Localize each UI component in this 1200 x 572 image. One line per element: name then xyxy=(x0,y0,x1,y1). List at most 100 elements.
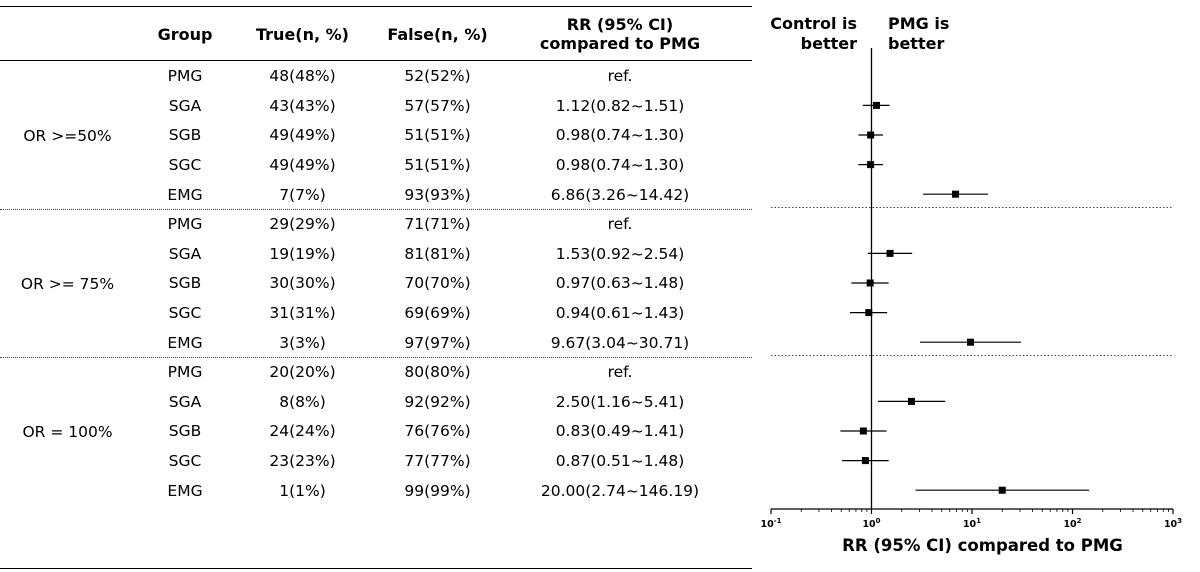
cell-true: 30(30%) xyxy=(269,274,336,293)
control-better-line2: better xyxy=(800,34,857,53)
cell-group: EMG xyxy=(167,333,203,352)
block-separator xyxy=(0,208,752,210)
header-true: True(n, %) xyxy=(256,24,349,44)
cell-rr: 0.94(0.61~1.43) xyxy=(555,304,685,323)
cell-false: 51(51%) xyxy=(404,126,471,145)
cell-false: 70(70%) xyxy=(404,274,471,293)
block-label: OR >= 75% xyxy=(20,274,115,293)
cell-group: PMG xyxy=(167,215,203,234)
x-tick-label: 100 xyxy=(862,517,880,530)
point-estimate xyxy=(952,190,960,198)
cell-rr: 2.50(1.16~5.41) xyxy=(555,392,685,411)
header-rr-line2: compared to PMG xyxy=(539,34,701,53)
cell-false: 80(80%) xyxy=(404,363,471,382)
cell-rr: ref. xyxy=(607,67,633,86)
cell-rr: 0.87(0.51~1.48) xyxy=(555,452,685,471)
cell-true: 24(24%) xyxy=(269,422,336,441)
block-label: OR = 100% xyxy=(22,422,113,441)
cell-group: PMG xyxy=(167,67,203,86)
cell-true: 49(49%) xyxy=(269,126,336,145)
table-bottom-rule xyxy=(0,568,752,569)
cell-true: 49(49%) xyxy=(269,156,336,175)
control-better-line1: Control is xyxy=(770,14,857,33)
cell-rr: 0.83(0.49~1.41) xyxy=(555,422,685,441)
point-estimate xyxy=(865,309,873,317)
cell-rr: 1.12(0.82~1.51) xyxy=(555,96,685,115)
point-estimate xyxy=(861,457,869,465)
cell-group: SGB xyxy=(168,422,202,441)
point-estimate xyxy=(886,249,894,257)
cell-false: 92(92%) xyxy=(404,392,471,411)
cell-rr: 0.97(0.63~1.48) xyxy=(555,274,685,293)
cell-false: 76(76%) xyxy=(404,422,471,441)
x-tick-label: 101 xyxy=(963,517,981,530)
point-estimate xyxy=(967,338,975,346)
pmg-better-line2: better xyxy=(888,34,945,53)
point-estimate xyxy=(867,131,875,139)
block-separator xyxy=(0,356,752,358)
header-bottom-rule xyxy=(0,60,752,61)
cell-true: 29(29%) xyxy=(269,215,336,234)
cell-true: 3(3%) xyxy=(279,333,326,352)
x-tick-label: 10-1 xyxy=(760,517,781,530)
table-top-rule xyxy=(0,6,752,7)
cell-rr: 9.67(3.04~30.71) xyxy=(550,333,690,352)
header-false: False(n, %) xyxy=(387,24,488,44)
cell-group: SGB xyxy=(168,126,202,145)
pmg-better-line1: PMG is xyxy=(888,14,950,33)
cell-group: SGB xyxy=(168,274,202,293)
results-table: Group True(n, %) False(n, %) RR (95% CI)… xyxy=(0,6,752,569)
cell-rr: 1.53(0.92~2.54) xyxy=(555,244,685,263)
cell-true: 43(43%) xyxy=(269,96,336,115)
cell-false: 93(93%) xyxy=(404,185,471,204)
cell-rr: ref. xyxy=(607,215,633,234)
cell-true: 23(23%) xyxy=(269,452,336,471)
cell-rr: 0.98(0.74~1.30) xyxy=(555,126,685,145)
cell-false: 69(69%) xyxy=(404,304,471,323)
point-estimate xyxy=(998,486,1006,494)
cell-false: 97(97%) xyxy=(404,333,471,352)
header-rr: RR (95% CI) compared to PMG xyxy=(520,10,720,58)
x-tick-label: 102 xyxy=(1063,517,1081,530)
cell-group: SGA xyxy=(168,392,202,411)
point-estimate xyxy=(866,279,874,287)
cell-false: 57(57%) xyxy=(404,96,471,115)
cell-false: 99(99%) xyxy=(404,481,471,500)
cell-true: 31(31%) xyxy=(269,304,336,323)
cell-false: 51(51%) xyxy=(404,156,471,175)
point-estimate xyxy=(872,101,880,109)
x-axis-label: RR (95% CI) compared to PMG xyxy=(842,536,1123,555)
pmg-better-label: PMG is better xyxy=(888,14,1008,54)
x-tick-label: 103 xyxy=(1164,517,1182,530)
point-estimate xyxy=(907,397,915,405)
cell-false: 52(52%) xyxy=(404,67,471,86)
cell-false: 71(71%) xyxy=(404,215,471,234)
header-group: Group xyxy=(157,24,213,44)
control-better-label: Control is better xyxy=(752,14,857,54)
cell-false: 81(81%) xyxy=(404,244,471,263)
point-estimate xyxy=(867,161,875,169)
cell-rr: 20.00(2.74~146.19) xyxy=(540,481,700,500)
cell-true: 20(20%) xyxy=(269,363,336,382)
cell-false: 77(77%) xyxy=(404,452,471,471)
cell-true: 7(7%) xyxy=(279,185,326,204)
header-rr-line1: RR (95% CI) xyxy=(566,15,674,34)
cell-true: 19(19%) xyxy=(269,244,336,263)
cell-group: SGC xyxy=(168,304,202,323)
cell-group: SGC xyxy=(168,452,202,471)
cell-true: 48(48%) xyxy=(269,67,336,86)
cell-group: EMG xyxy=(167,481,203,500)
cell-true: 8(8%) xyxy=(279,392,326,411)
cell-rr: 6.86(3.26~14.42) xyxy=(550,185,690,204)
cell-group: PMG xyxy=(167,363,203,382)
cell-group: SGA xyxy=(168,244,202,263)
cell-group: SGC xyxy=(168,156,202,175)
block-label: OR >=50% xyxy=(23,126,112,145)
cell-true: 1(1%) xyxy=(279,481,326,500)
cell-rr: ref. xyxy=(607,363,633,382)
cell-group: SGA xyxy=(168,96,202,115)
cell-group: EMG xyxy=(167,185,203,204)
cell-rr: 0.98(0.74~1.30) xyxy=(555,156,685,175)
point-estimate xyxy=(859,427,867,435)
